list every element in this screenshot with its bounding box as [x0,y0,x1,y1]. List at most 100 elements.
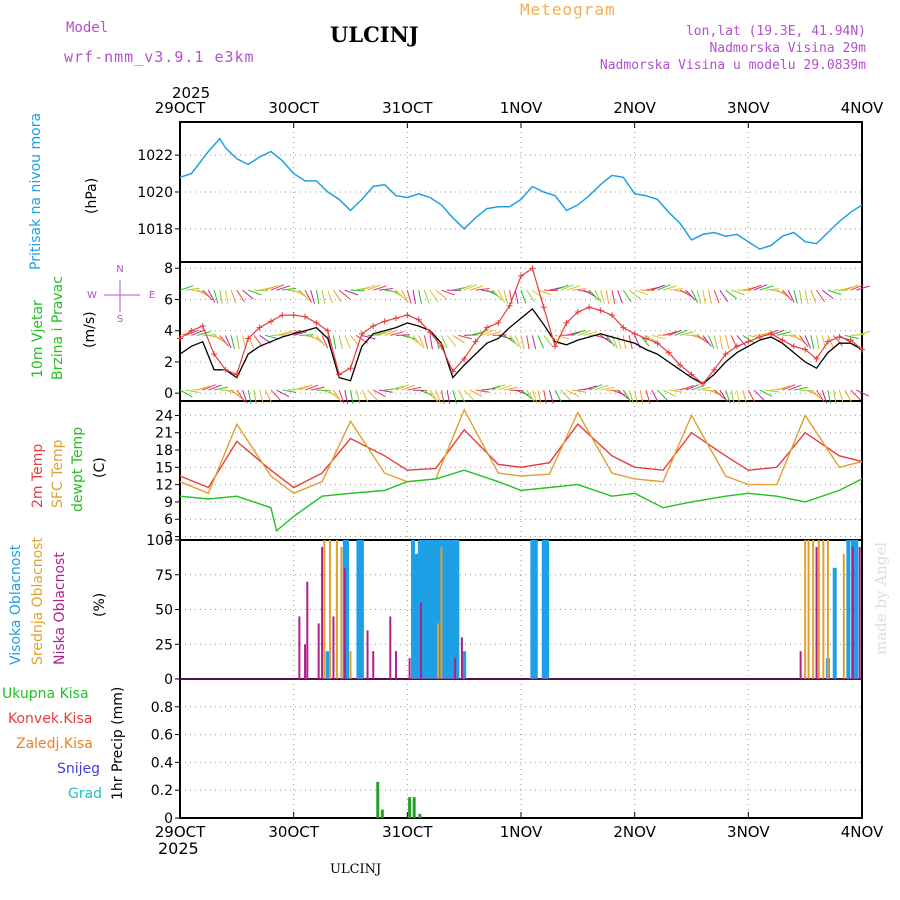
wind-barb [651,389,659,403]
wind-barb [526,335,530,350]
x-tick-label-bottom: 31OCT [382,823,433,841]
product-title: Meteogram [520,0,616,19]
wind-barb [202,289,213,301]
gust-marker [188,327,195,334]
cloud-bar [321,546,324,679]
compass-e: E [149,290,155,301]
wind-barb [230,289,237,304]
y-tick-label: 25 [155,637,173,653]
gust-marker [722,351,729,358]
elevation-text: Nadmorska Visina 29m [709,41,866,56]
gust-marker [859,346,865,353]
wind-barb [810,335,815,350]
wind-barb [821,289,834,299]
wind-barb [333,289,342,303]
wind-barb [577,329,591,336]
gust-marker [199,323,206,330]
y-tick-label: 1020 [137,185,173,201]
gust-marker [370,323,377,330]
gust-marker [404,312,411,319]
wind-barb [668,288,683,291]
y-tick-label: 75 [155,568,173,584]
wind-barb [594,384,609,391]
cloud-bar [349,651,352,679]
wind-barb [429,335,433,350]
wind-barb [406,289,412,304]
y-tick-label: 6 [164,512,173,528]
wind-barb [435,389,441,404]
wind-barb [310,289,315,304]
wind-barb [719,335,723,350]
gust-marker [756,333,763,340]
wind-barb [674,289,689,294]
wind-barb [594,334,609,340]
coords-text: lon,lat (19.3E, 41.94N) [685,24,866,39]
gust-marker [836,333,843,340]
wind-barb [543,335,553,347]
wind-barb [543,389,547,404]
cloud-bar [298,616,301,679]
cloud-bar [817,540,820,679]
wind-barb [367,389,378,401]
wind-barb [208,334,223,340]
wind-barb [622,389,632,403]
cloud-bar [323,540,326,679]
y-tick-label: 1018 [137,222,173,238]
x-tick-label-top: 3NOV [727,99,770,117]
wind-barb [776,331,791,336]
model-label: Model [66,20,109,36]
wind-barb [458,334,473,340]
gust-marker [643,335,650,342]
wind-barb [196,331,211,336]
wind-barb [253,335,263,347]
cloud-bar [440,546,443,679]
wind-barb [230,335,235,350]
wind-barb [600,289,605,304]
wind-barb [327,389,340,400]
y-tick-label: 2 [164,355,173,371]
wind-barb [821,389,828,404]
wind-barb [634,289,649,296]
cloud-bar [366,630,369,679]
gust-marker [529,265,536,272]
y-tick-label: 0.8 [151,700,173,716]
wind-barb [242,289,254,300]
wind-barb [662,331,677,336]
wind-barb [315,290,320,304]
cloud-bar [343,567,346,679]
wind-barb [270,284,284,291]
wind-barb [634,389,638,404]
wind-barb [583,331,598,336]
cloud-bar [451,540,456,679]
cloud-bar [807,540,810,679]
wind-barb [463,284,478,291]
gust-marker [699,380,706,387]
wind-barb [492,384,506,391]
compass-n: N [116,264,123,275]
wind-barb [691,289,699,303]
wind-barb [588,289,600,301]
wind-barb [554,284,569,291]
wind-barb [554,389,563,403]
x-tick-label-top: 31OCT [382,99,433,117]
cloud-bar [815,546,818,679]
legend-grad: Grad [68,786,103,802]
wind-barb [532,289,544,300]
wind-barb [327,289,333,304]
wind-barb [378,288,393,291]
wind-barb [520,389,533,400]
cloud-bar [832,567,837,679]
wind-barb [418,290,422,304]
wind-barb [765,389,780,393]
gust-marker [574,308,581,315]
wind-barb [662,389,676,397]
cloud-bar [455,540,460,679]
wind-barb [310,334,323,344]
wind-barb [719,289,729,302]
gust-marker [847,337,854,344]
gust-marker [597,307,604,314]
cloud-bar [431,540,436,679]
wind-barb [537,389,542,404]
precip-bar [418,813,422,818]
cloud-bar [356,540,361,679]
